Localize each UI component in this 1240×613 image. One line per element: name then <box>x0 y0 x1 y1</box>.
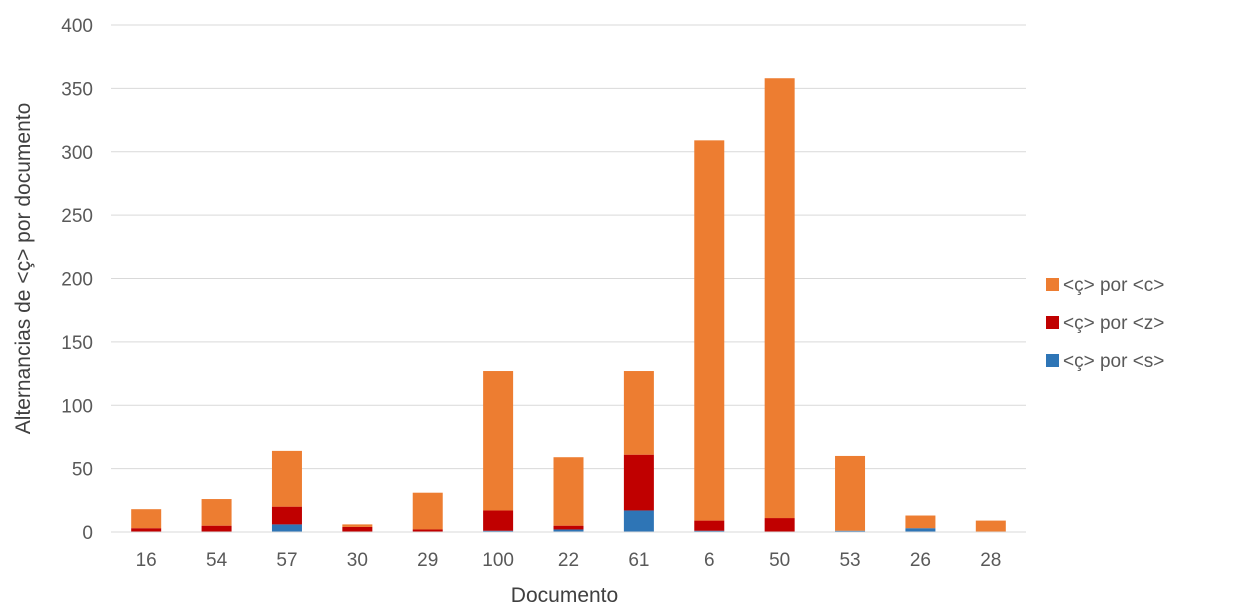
bar-segment <box>905 515 936 529</box>
bar-segment <box>131 528 162 532</box>
y-tick-label: 100 <box>61 396 93 417</box>
x-tick-label: 57 <box>276 550 297 571</box>
y-tick-label: 50 <box>72 460 93 481</box>
bar-segment <box>342 526 373 532</box>
bars <box>131 78 1006 532</box>
legend-label: <ç> por <z> <box>1063 313 1164 334</box>
y-tick-label: 300 <box>61 143 93 164</box>
legend-swatch <box>1046 316 1059 329</box>
x-tick-labels: 16 54 57 30 29 100 22 61 6 50 53 26 28 <box>136 550 1002 571</box>
bar-segment <box>271 524 302 532</box>
bar-segment <box>694 520 725 531</box>
bar-segment <box>764 78 795 519</box>
x-tick-label: 61 <box>628 550 649 571</box>
bar-segment <box>271 450 302 507</box>
legend-label: <ç> por <c> <box>1063 275 1164 296</box>
bar-segment <box>835 530 866 532</box>
x-tick-label: 22 <box>558 550 579 571</box>
y-tick-label: 400 <box>61 16 93 37</box>
legend: <ç> por <c> <ç> por <z> <ç> por <s> <box>1046 275 1164 372</box>
x-tick-label: 6 <box>704 550 715 571</box>
y-tick-label: 350 <box>61 79 93 100</box>
bar-segment <box>975 520 1006 532</box>
x-axis-label: Documento <box>511 584 618 607</box>
bar-segment <box>201 499 232 526</box>
bar-segment <box>342 524 373 527</box>
bar-segment <box>271 506 302 525</box>
x-tick-label: 16 <box>136 550 157 571</box>
legend-swatch <box>1046 278 1059 291</box>
bar-segment <box>905 528 936 532</box>
x-tick-label: 26 <box>910 550 931 571</box>
legend-label: <ç> por <s> <box>1063 351 1164 372</box>
bar-segment <box>694 530 725 532</box>
bar-segment <box>623 371 654 455</box>
bar-segment <box>553 529 584 532</box>
y-axis-label: Alternancias de <ç> por documento <box>12 103 35 435</box>
bar-segment <box>412 492 443 530</box>
bar-segment <box>483 530 514 532</box>
bar-segment <box>412 529 443 532</box>
bar-segment <box>835 455 866 531</box>
bar-segment <box>553 457 584 526</box>
bar-segment <box>553 525 584 530</box>
bar-segment <box>764 518 795 532</box>
y-tick-label: 0 <box>82 523 93 544</box>
bar-segment <box>623 454 654 511</box>
y-tick-label: 150 <box>61 333 93 354</box>
bar-segment <box>694 140 725 521</box>
y-tick-label: 200 <box>61 270 93 291</box>
bar-segment <box>131 509 162 529</box>
y-tick-label: 250 <box>61 206 93 227</box>
x-tick-label: 53 <box>839 550 860 571</box>
bar-segment <box>483 371 514 511</box>
gridlines <box>111 24 1026 470</box>
x-tick-label: 100 <box>482 550 514 571</box>
x-tick-label: 54 <box>206 550 228 571</box>
bar-segment <box>201 525 232 532</box>
x-tick-label: 50 <box>769 550 790 571</box>
x-tick-label: 30 <box>347 550 368 571</box>
x-tick-label: 29 <box>417 550 438 571</box>
x-tick-label: 28 <box>980 550 1001 571</box>
y-tick-labels: 0 50 100 150 200 250 300 350 400 <box>61 16 93 544</box>
bar-segment <box>483 510 514 531</box>
bar-segment <box>623 510 654 532</box>
legend-swatch <box>1046 354 1059 367</box>
